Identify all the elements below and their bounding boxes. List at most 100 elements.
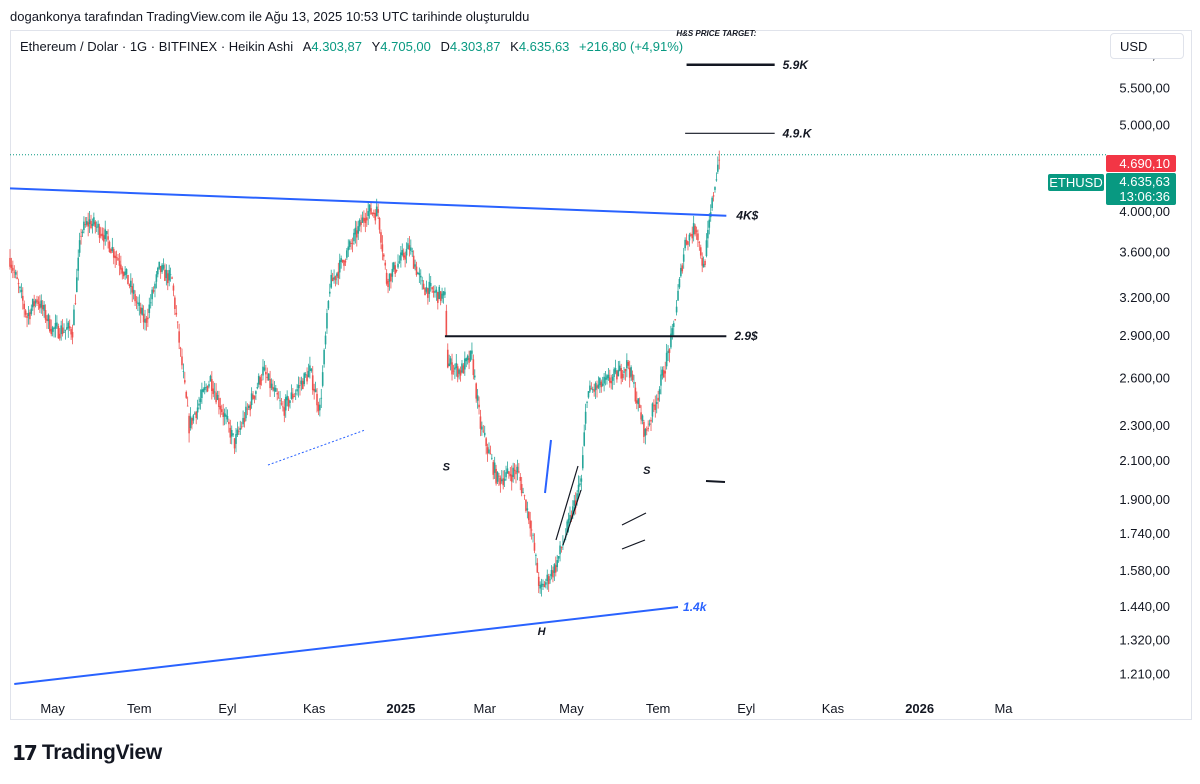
candle-body	[489, 453, 492, 455]
candle-body	[485, 438, 487, 447]
candle-body	[454, 367, 456, 370]
candle-body	[698, 241, 701, 243]
candle-body	[604, 377, 607, 380]
y-tick-label: 3.600,00	[1119, 245, 1170, 260]
candle-body	[624, 368, 627, 372]
candle-body	[672, 323, 675, 327]
candle-body	[48, 319, 51, 332]
candle-body	[711, 197, 713, 208]
candle-body	[657, 397, 659, 401]
candle-body	[110, 249, 112, 254]
candle-body	[199, 398, 202, 403]
currency-button[interactable]: USD	[1110, 33, 1184, 59]
candle-body	[692, 223, 695, 235]
candle-body	[85, 221, 88, 225]
candle-body	[476, 395, 479, 401]
candle-body	[408, 245, 411, 250]
candle-body	[542, 583, 544, 586]
candle-body	[390, 273, 392, 282]
pattern-label: H	[538, 626, 547, 638]
candle-body	[417, 272, 419, 275]
candle-body	[702, 263, 705, 268]
candle-body	[193, 413, 196, 415]
candle-body	[644, 428, 647, 436]
candle-body	[566, 521, 568, 533]
candle-body	[596, 385, 598, 389]
pattern-line	[544, 439, 552, 494]
candle-body	[26, 315, 28, 318]
candle-body	[162, 265, 165, 269]
candle-body	[67, 322, 70, 329]
trendline-label: 1.4k	[683, 600, 708, 614]
symbol-tag-bg	[1048, 174, 1104, 191]
candles	[9, 150, 721, 597]
candle-body	[576, 493, 578, 502]
candle-body	[368, 204, 371, 212]
candle-body	[114, 255, 116, 259]
candle-body	[243, 417, 246, 423]
candle-body	[185, 391, 188, 398]
candle-body	[115, 257, 118, 258]
candle-body	[560, 546, 563, 549]
candle-body	[520, 484, 523, 494]
candle-body	[522, 492, 524, 494]
trendline[interactable]	[9, 187, 727, 217]
candle-body	[437, 292, 439, 303]
candle-body	[410, 247, 412, 251]
candle-body	[137, 302, 139, 304]
candle-body	[523, 495, 526, 497]
candle-body	[165, 269, 168, 279]
candle-body	[606, 375, 608, 380]
candle-body	[111, 246, 114, 251]
candle-body	[292, 393, 294, 399]
candle-body	[290, 392, 293, 399]
candle-body	[655, 402, 658, 405]
candle-body	[670, 333, 672, 348]
candle-body	[215, 392, 217, 403]
candle-body	[66, 327, 68, 330]
y-tick-label: 2.600,00	[1119, 370, 1170, 385]
candle-body	[543, 584, 546, 588]
candle-body	[554, 565, 557, 573]
y-tick-label: 4.000,00	[1119, 204, 1170, 219]
candle-body	[559, 545, 561, 555]
candle-body	[33, 301, 35, 307]
candle-body	[198, 403, 200, 406]
candle-body	[211, 379, 213, 392]
candle-body	[448, 363, 450, 367]
candle-body	[249, 404, 252, 411]
candle-body	[279, 400, 281, 402]
candle-body	[336, 273, 338, 277]
candle-body	[367, 210, 369, 217]
candle-body	[373, 212, 375, 215]
high-price-tag-bg	[1106, 155, 1176, 172]
candle-body	[354, 227, 357, 235]
high-value: 4.705,00	[380, 39, 431, 54]
candle-body	[168, 270, 170, 281]
candle-body	[225, 414, 227, 417]
candle-body	[365, 217, 368, 221]
candle-body	[58, 333, 61, 339]
candle-body	[640, 412, 642, 420]
candle-body	[77, 257, 80, 271]
candle-body	[159, 266, 162, 273]
candle-body	[84, 224, 87, 225]
candle-body	[71, 332, 74, 338]
candle-body	[47, 314, 50, 322]
candle-body	[445, 310, 448, 337]
pattern-label: S	[443, 461, 451, 473]
candle-body	[310, 368, 313, 371]
trendline[interactable]	[14, 606, 679, 686]
low-label: D	[440, 39, 450, 54]
last-price-tag-bg	[1106, 173, 1176, 205]
candle-body	[175, 312, 178, 315]
candle-body	[9, 257, 11, 267]
candle-body	[41, 304, 44, 310]
y-tick-label: 5.500,00	[1119, 81, 1170, 96]
candle-body	[229, 427, 232, 438]
candle-body	[488, 449, 490, 454]
candle-body	[93, 217, 95, 225]
candle-body	[333, 277, 335, 280]
candle-body	[675, 306, 678, 313]
